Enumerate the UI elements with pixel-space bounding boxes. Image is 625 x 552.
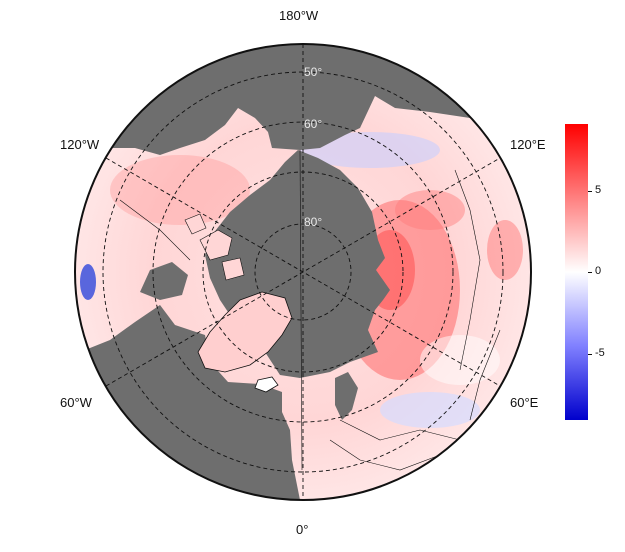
- lat-label-60: 60°: [304, 117, 322, 131]
- hudson-bay: [140, 262, 188, 300]
- colorbar-tickmark-minus5: [588, 354, 592, 355]
- cool-anomaly-alaska-coast: [80, 264, 96, 300]
- cool-anomaly-east-europe: [380, 392, 480, 428]
- colorbar-tick-0: 0: [595, 265, 602, 277]
- lat-label-50: 50°: [304, 65, 322, 79]
- colorbar-tickmark-0: [588, 272, 592, 273]
- cool-anomaly-pacific-rim: [300, 132, 440, 168]
- lon-label-60w: 60°W: [60, 395, 92, 410]
- colorbar-tick-minus5: -5: [595, 347, 605, 359]
- arctic-islands-canada: [184, 213, 245, 281]
- pacific-ocean: [75, 44, 531, 155]
- lon-label-120w: 120°W: [60, 137, 100, 152]
- lon-label-120e: 120°E: [510, 137, 546, 152]
- cool-anomaly-west-siberia: [420, 335, 500, 385]
- colorbar-tickmark-5: [588, 191, 592, 192]
- iceland: [254, 376, 279, 393]
- lon-label-0: 0°: [296, 522, 309, 537]
- lon-label-60e: 60°E: [510, 395, 539, 410]
- colorbar-tick-5: 5: [595, 184, 602, 196]
- lon-label-180w: 180°W: [279, 8, 319, 23]
- warm-anomaly-canada: [110, 155, 250, 225]
- greenland: [197, 291, 293, 373]
- colorbar: [565, 124, 588, 420]
- meridian-lines: [105, 44, 501, 500]
- country-borders: [119, 149, 501, 471]
- lat-label-80: 80°: [304, 215, 322, 229]
- warm-anomaly-east-siberia: [395, 190, 465, 230]
- warm-anomaly-far-east: [487, 220, 523, 280]
- baltic-sea: [335, 372, 358, 420]
- map-frame: [74, 43, 532, 501]
